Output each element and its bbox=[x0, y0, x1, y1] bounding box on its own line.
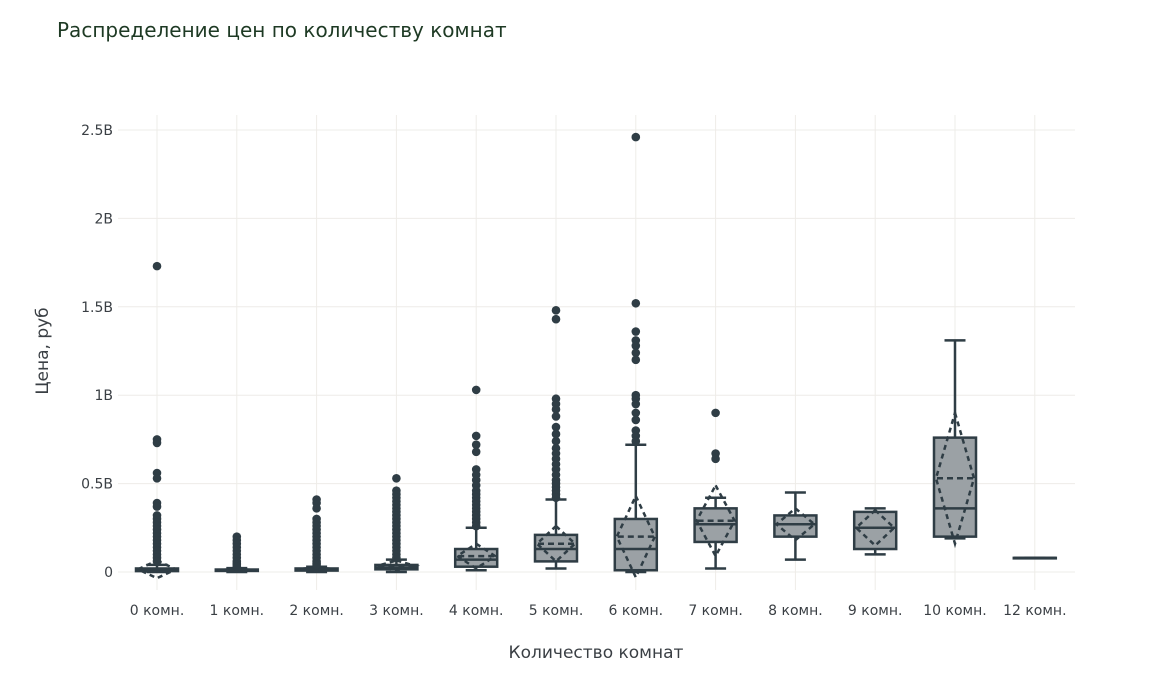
outlier-point bbox=[551, 314, 561, 324]
box-7 bbox=[693, 408, 738, 570]
x-tick-label: 2 комн. bbox=[289, 603, 344, 619]
outlier-point bbox=[551, 436, 561, 446]
outlier-point bbox=[631, 436, 641, 446]
outlier-point bbox=[551, 422, 561, 432]
sd-diamond bbox=[454, 542, 498, 570]
outlier-point bbox=[631, 408, 641, 418]
outlier-point bbox=[392, 553, 401, 563]
sd-diamond bbox=[372, 559, 421, 573]
outlier-point bbox=[551, 306, 561, 315]
x-axis-label: Количество комнат bbox=[509, 643, 684, 663]
x-tick-label: 5 комн. bbox=[529, 603, 584, 619]
outlier-point bbox=[631, 355, 641, 365]
box-3 bbox=[372, 473, 421, 574]
grid-lines bbox=[118, 115, 1075, 590]
x-tick-label: 6 комн. bbox=[609, 603, 664, 619]
outlier-point bbox=[471, 431, 481, 441]
sd-diamond bbox=[217, 567, 256, 573]
outlier-point bbox=[152, 438, 162, 448]
outlier-point bbox=[551, 405, 561, 414]
x-tick-label: 3 комн. bbox=[369, 603, 424, 619]
outlier-point bbox=[631, 327, 641, 336]
sd-diamond bbox=[297, 566, 336, 573]
tick-labels: 0 0.5B 1B 1.5B 2B 2.5B 0 комн. 1 комн. 2 комн. 3 … bbox=[81, 123, 1066, 619]
outlier-point bbox=[551, 429, 561, 439]
y-tick-label: 2B bbox=[94, 211, 113, 227]
box-marks bbox=[134, 132, 1058, 581]
outlier-point bbox=[152, 473, 162, 483]
outlier-point bbox=[711, 454, 720, 464]
x-tick-label: 7 комн. bbox=[688, 603, 743, 619]
chart-title: Распределение цен по количеству комнат bbox=[57, 18, 507, 42]
x-tick-label: 0 комн. bbox=[130, 603, 185, 619]
x-tick-label: 10 комн. bbox=[923, 603, 986, 619]
y-axis-label: Цена, руб bbox=[33, 307, 53, 394]
box-4 bbox=[453, 385, 499, 572]
outlier-point bbox=[711, 408, 720, 418]
outlier-point bbox=[312, 560, 321, 570]
outlier-point bbox=[152, 261, 162, 271]
outlier-point bbox=[471, 521, 481, 531]
outlier-point bbox=[631, 298, 641, 308]
box-11 bbox=[1012, 556, 1058, 560]
box-iqr bbox=[773, 514, 818, 538]
x-tick-label: 4 комн. bbox=[449, 603, 504, 619]
y-tick-label: 0.5B bbox=[81, 477, 113, 493]
outlier-point bbox=[551, 412, 561, 421]
outlier-point bbox=[631, 348, 641, 358]
outlier-point bbox=[631, 415, 641, 425]
outlier-point bbox=[152, 557, 162, 566]
sd-diamond bbox=[615, 493, 657, 581]
outlier-point bbox=[392, 473, 401, 483]
x-tick-label: 1 комн. bbox=[210, 603, 265, 619]
outlier-point bbox=[631, 399, 641, 409]
outlier-point bbox=[471, 447, 481, 457]
box-iqr bbox=[932, 436, 978, 538]
box-6 bbox=[613, 132, 659, 581]
box-1 bbox=[214, 532, 260, 574]
outlier-point bbox=[631, 132, 641, 142]
x-tick-label: 8 комн. bbox=[768, 603, 823, 619]
box-2 bbox=[294, 495, 339, 574]
box-9 bbox=[852, 507, 898, 556]
sd-diamond bbox=[934, 408, 976, 549]
box-8 bbox=[773, 491, 818, 561]
sd-diamond bbox=[135, 559, 179, 580]
outlier-point bbox=[471, 385, 481, 395]
outlier-point bbox=[551, 493, 561, 503]
sd-diamond bbox=[774, 506, 817, 542]
outlier-point bbox=[312, 504, 321, 513]
y-tick-label: 2.5B bbox=[81, 123, 113, 139]
x-tick-label: 12 комн. bbox=[1003, 603, 1066, 619]
box-5 bbox=[533, 306, 579, 570]
box-0 bbox=[134, 261, 180, 580]
outlier-point bbox=[631, 341, 641, 350]
y-tick-label: 1B bbox=[94, 388, 113, 404]
y-tick-label: 1.5B bbox=[81, 300, 113, 316]
x-tick-label: 9 комн. bbox=[848, 603, 903, 619]
outlier-point bbox=[232, 562, 242, 571]
outlier-point bbox=[152, 502, 162, 511]
y-tick-label: 0 bbox=[104, 565, 113, 581]
outlier-point bbox=[471, 440, 481, 450]
box-iqr bbox=[852, 510, 898, 551]
box-10 bbox=[932, 339, 978, 549]
